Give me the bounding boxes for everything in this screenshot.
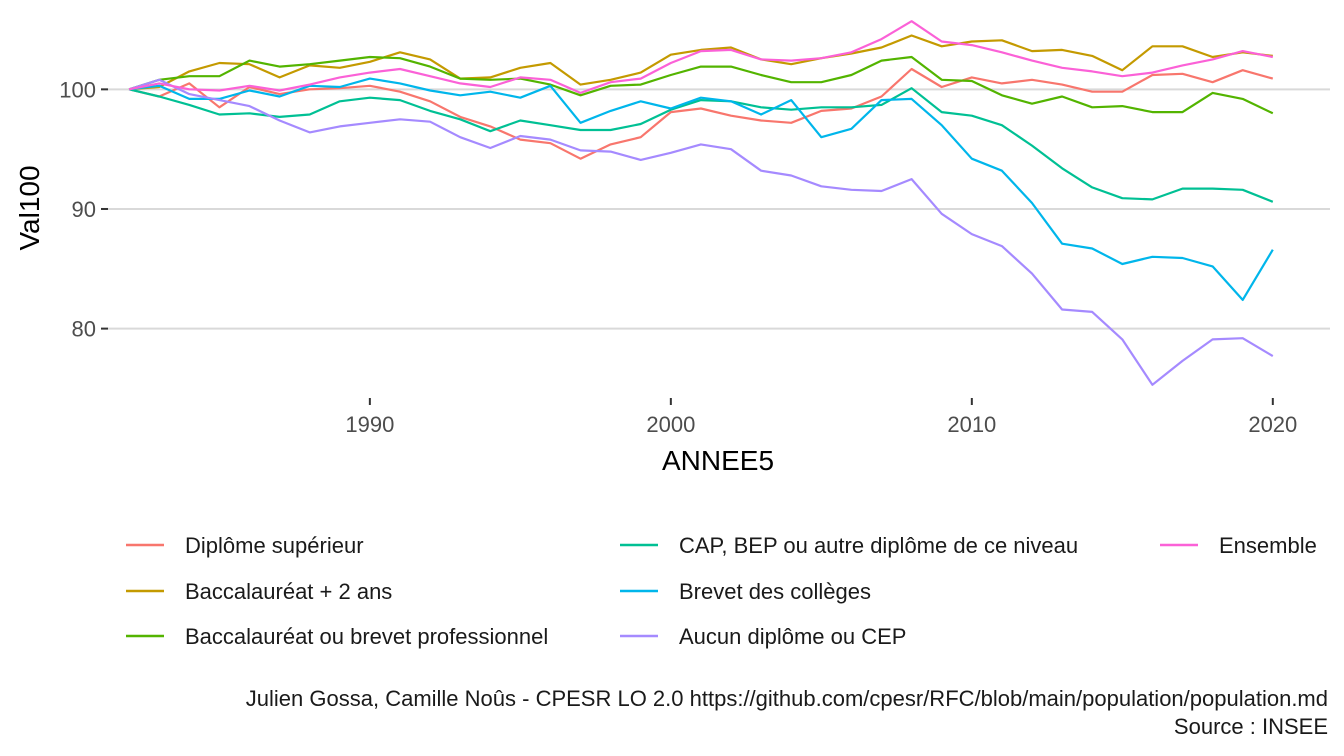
series-line-6 — [128, 78, 1274, 386]
legend-label-7: Ensemble — [1219, 533, 1317, 558]
caption-source: Source : INSEE — [1173, 714, 1328, 739]
y-axis-title: Val100 — [14, 165, 45, 250]
series-line-7 — [128, 20, 1274, 95]
legend-label-2: Baccalauréat + 2 ans — [185, 579, 392, 604]
series-line-4 — [128, 87, 1274, 203]
x-tick-label-2010: 2010 — [947, 412, 996, 437]
x-tick-label-2000: 2000 — [646, 412, 695, 437]
legend-label-5: Brevet des collèges — [679, 579, 871, 604]
y-tick-label-80: 80 — [72, 317, 96, 342]
legend: Diplôme supérieur Baccalauréat + 2 ans Bac… — [126, 533, 1317, 649]
caption-credits: Julien Gossa, Camille Noûs - CPESR LO 2.… — [245, 686, 1328, 711]
y-tick-label-100: 100 — [59, 77, 96, 102]
y-tick-label-90: 90 — [72, 197, 96, 222]
x-axis-ticks: 1990 2000 2010 2020 — [345, 398, 1297, 437]
series-line-3 — [128, 55, 1274, 115]
series-line-1 — [128, 67, 1274, 160]
legend-label-3: Baccalauréat ou brevet professionnel — [185, 624, 548, 649]
legend-label-6: Aucun diplôme ou CEP — [679, 624, 906, 649]
legend-label-4: CAP, BEP ou autre diplôme de ce niveau — [679, 533, 1078, 558]
series-line-5 — [128, 77, 1274, 301]
series-lines — [128, 20, 1274, 386]
x-axis-title: ANNEE5 — [662, 445, 774, 476]
x-tick-label-2020: 2020 — [1248, 412, 1297, 437]
series-line-2 — [129, 34, 1273, 91]
x-tick-label-1990: 1990 — [345, 412, 394, 437]
legend-label-1: Diplôme supérieur — [185, 533, 364, 558]
y-axis-ticks: 80 90 100 — [59, 77, 108, 342]
